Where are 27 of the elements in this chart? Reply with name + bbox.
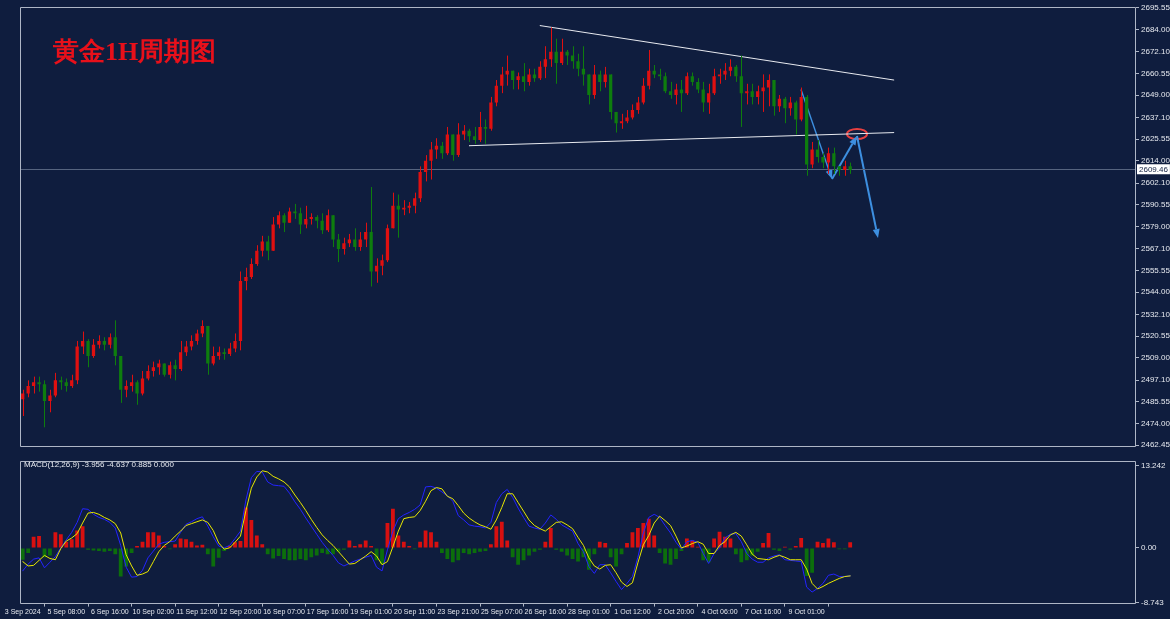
y-tick-label: 2637.10 bbox=[1141, 112, 1170, 122]
y-tick-label: 0.00 bbox=[1141, 543, 1158, 553]
y-tick-label: -8.743 bbox=[1141, 597, 1165, 607]
y-tick-label: 2614.00 bbox=[1141, 155, 1170, 165]
y-tick-label: 2579.00 bbox=[1141, 221, 1170, 231]
y-tick-label: 13.242 bbox=[1141, 460, 1167, 470]
ref-line-label: 2609.46 bbox=[1139, 164, 1169, 174]
y-tick-label: 2649.00 bbox=[1141, 90, 1170, 100]
text: 黄金1H周期图 bbox=[53, 36, 217, 68]
y-tick-label: 2660.55 bbox=[1141, 68, 1170, 78]
y-tick-label: 2590.55 bbox=[1141, 199, 1170, 209]
y-tick-label: 2602.10 bbox=[1141, 178, 1170, 188]
y-tick-label: 2520.55 bbox=[1141, 331, 1170, 341]
annotation: MACD(12,26,9) -3.956 -4.637 0.885 0.000 bbox=[24, 460, 174, 470]
y-tick-label: 2509.00 bbox=[1141, 353, 1170, 363]
y-tick-label: 2462.45 bbox=[1141, 440, 1170, 450]
y-tick-label: 2474.00 bbox=[1141, 418, 1170, 428]
y-tick-label: 2695.55 bbox=[1141, 2, 1170, 12]
y-tick-label: 2532.10 bbox=[1141, 309, 1170, 319]
y-tick-label: 2625.55 bbox=[1141, 134, 1170, 144]
y-tick-label: 2497.10 bbox=[1141, 375, 1170, 385]
y-tick-label: 2485.55 bbox=[1141, 397, 1170, 407]
y-tick-label: 2567.10 bbox=[1141, 243, 1170, 253]
y-tick-label: 2684.00 bbox=[1141, 24, 1170, 34]
y-tick-label: 2672.10 bbox=[1141, 46, 1170, 56]
y-tick-label: 2555.55 bbox=[1141, 265, 1170, 275]
y-tick-label: 2544.00 bbox=[1141, 287, 1170, 297]
